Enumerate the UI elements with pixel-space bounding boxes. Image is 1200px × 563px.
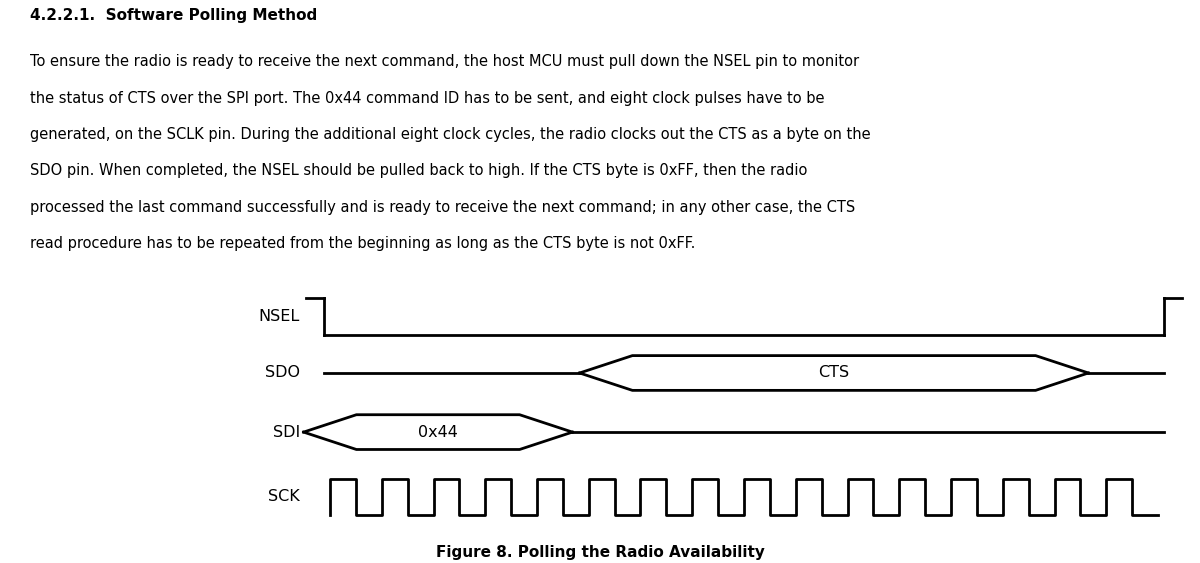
Text: processed the last command successfully and is ready to receive the next command: processed the last command successfully … [30,200,856,215]
Text: generated, on the SCLK pin. During the additional eight clock cycles, the radio : generated, on the SCLK pin. During the a… [30,127,871,142]
Text: SCK: SCK [269,489,300,504]
Text: CTS: CTS [818,365,850,381]
Text: To ensure the radio is ready to receive the next command, the host MCU must pull: To ensure the radio is ready to receive … [30,54,859,69]
Text: 4.2.2.1.  Software Polling Method: 4.2.2.1. Software Polling Method [30,8,317,23]
Text: read procedure has to be repeated from the beginning as long as the CTS byte is : read procedure has to be repeated from t… [30,236,695,252]
Text: NSEL: NSEL [259,309,300,324]
Text: SDI: SDI [272,425,300,440]
Text: SDO pin. When completed, the NSEL should be pulled back to high. If the CTS byte: SDO pin. When completed, the NSEL should… [30,163,808,178]
Text: the status of CTS over the SPI port. The 0x44 command ID has to be sent, and eig: the status of CTS over the SPI port. The… [30,91,824,105]
Text: Figure 8. Polling the Radio Availability: Figure 8. Polling the Radio Availability [436,545,764,560]
Text: 0x44: 0x44 [418,425,458,440]
Text: SDO: SDO [265,365,300,381]
